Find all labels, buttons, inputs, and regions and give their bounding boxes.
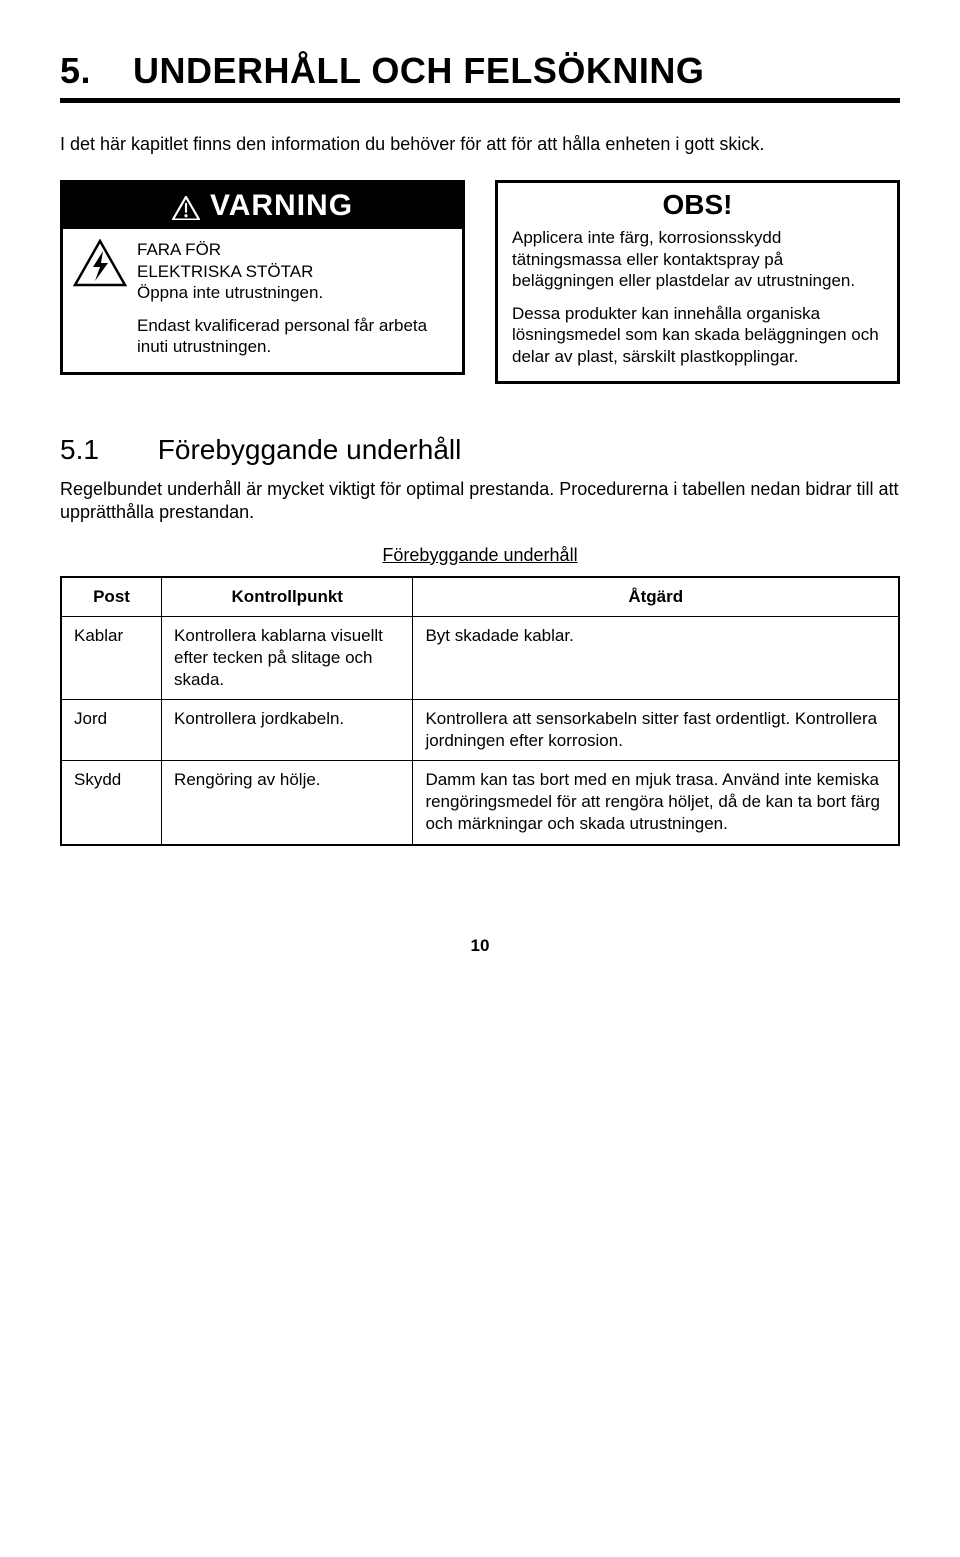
cell-kontrollpunkt: Kontrollera kablarna visuellt efter teck… [162,616,413,699]
cell-post: Jord [61,700,162,761]
chapter-title-text: UNDERHÅLL OCH FELSÖKNING [133,50,704,91]
warning-header: VARNING [63,183,462,229]
section-title-text: Förebyggande underhåll [158,434,462,465]
warning-header-text: VARNING [210,189,353,223]
chapter-rule [60,98,900,103]
table-header-row: Post Kontrollpunkt Åtgärd [61,577,899,617]
notice-para1: Applicera inte färg, korrosionsskydd tät… [512,227,883,291]
warning-instruction2: Endast kvalificerad personal får arbeta … [137,315,448,358]
table-row: Kablar Kontrollera kablarna visuellt eft… [61,616,899,699]
cell-atgard: Byt skadade kablar. [413,616,899,699]
cell-kontrollpunkt: Kontrollera jordkabeln. [162,700,413,761]
chapter-title: 5. UNDERHÅLL OCH FELSÖKNING [60,50,900,92]
notice-para2: Dessa produkter kan innehålla organiska … [512,303,883,367]
table-row: Jord Kontrollera jordkabeln. Kontrollera… [61,700,899,761]
section-number: 5.1 [60,434,150,466]
notice-body: Applicera inte färg, korrosionsskydd tät… [498,223,897,381]
warning-body: FARA FÖR ELEKTRISKA STÖTAR Öppna inte ut… [63,229,462,371]
chapter-intro: I det här kapitlet finns den information… [60,133,900,156]
table-caption: Förebyggande underhåll [60,545,900,566]
maintenance-table: Post Kontrollpunkt Åtgärd Kablar Kontrol… [60,576,900,846]
col-kontrollpunkt: Kontrollpunkt [162,577,413,617]
cell-atgard: Kontrollera att sensorkabeln sitter fast… [413,700,899,761]
notice-header: OBS! [498,183,897,223]
section-5-1-title: 5.1 Förebyggande underhåll [60,434,900,466]
warning-instruction1: Öppna inte utrustningen. [137,283,323,302]
col-atgard: Åtgärd [413,577,899,617]
callout-row: VARNING FARA FÖR ELEKTRISKA STÖTAR Öppna… [60,180,900,384]
warning-hazard-line1: FARA FÖR [137,240,221,259]
table-row: Skydd Rengöring av hölje. Damm kan tas b… [61,761,899,845]
warning-box: VARNING FARA FÖR ELEKTRISKA STÖTAR Öppna… [60,180,465,374]
warning-hazard-line2: ELEKTRISKA STÖTAR [137,262,313,281]
cell-post: Kablar [61,616,162,699]
cell-post: Skydd [61,761,162,845]
col-post: Post [61,577,162,617]
warning-text: FARA FÖR ELEKTRISKA STÖTAR Öppna inte ut… [137,239,448,357]
chapter-number: 5. [60,50,91,91]
electric-shock-icon [73,239,127,357]
cell-atgard: Damm kan tas bort med en mjuk trasa. Anv… [413,761,899,845]
warning-triangle-icon [172,194,200,218]
notice-box: OBS! Applicera inte färg, korrosionsskyd… [495,180,900,384]
cell-kontrollpunkt: Rengöring av hölje. [162,761,413,845]
section-5-1-intro: Regelbundet underhåll är mycket viktigt … [60,478,900,525]
page-number: 10 [60,936,900,956]
